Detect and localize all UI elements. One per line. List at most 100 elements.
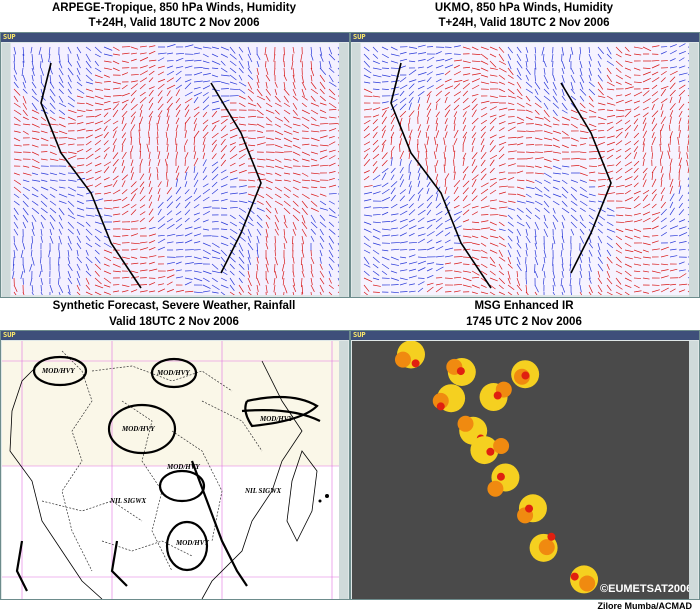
wind-barb [579, 207, 586, 212]
wind-barb [453, 256, 463, 258]
wind-barb [328, 88, 336, 96]
wind-barb [283, 81, 286, 90]
wind-barb [146, 143, 150, 153]
wind-barb [417, 110, 420, 118]
wind-barb [337, 109, 339, 111]
wind-barb [40, 116, 47, 122]
wind-barb [76, 46, 82, 54]
wind-barb [328, 214, 337, 218]
wind-barb [507, 256, 512, 265]
wind-barb [453, 270, 462, 273]
wind-barb [274, 95, 281, 103]
wind-barb [525, 242, 528, 251]
wind-barb [67, 102, 75, 108]
wind-barb [283, 291, 285, 295]
wind-barb [328, 53, 336, 61]
wind-barb [31, 102, 38, 111]
wind-barb [408, 117, 411, 125]
wind-barb [417, 166, 421, 174]
wind-barb [85, 228, 93, 236]
wind-barb [193, 166, 196, 174]
wind-barb [579, 214, 584, 222]
wind-barb [31, 151, 40, 156]
wind-barb [489, 139, 494, 146]
wind-barb [390, 80, 400, 83]
wind-barb [381, 101, 389, 104]
wind-barb [238, 270, 245, 277]
wind-barb [489, 291, 496, 295]
wind-barb [220, 153, 226, 160]
wind-barb [112, 198, 122, 202]
wind-barb [301, 235, 305, 245]
wind-barb [606, 148, 615, 153]
wind-barb [238, 277, 243, 284]
wind-barb [103, 74, 110, 78]
wind-barb [381, 270, 388, 276]
wind-barb [238, 88, 246, 94]
wind-barb [175, 89, 180, 97]
wind-barb [633, 46, 643, 49]
wind-barb [310, 263, 313, 272]
wind-barb [274, 207, 278, 214]
wind-barb [148, 208, 154, 216]
wind-barb [435, 65, 444, 69]
wind-humidity-map[interactable] [361, 43, 689, 295]
wind-barb [211, 284, 220, 291]
wind-barb [220, 60, 226, 66]
synthetic-forecast-map[interactable]: MOD/HVY MOD/HVY MOD/HVY MOD/HVY MOD/HVY … [2, 341, 339, 599]
wind-barb [570, 221, 577, 229]
wind-barb [49, 158, 59, 161]
wind-barb [85, 263, 90, 271]
wind-barb [651, 77, 660, 83]
wind-barb [85, 88, 94, 92]
wind-barb [328, 116, 337, 119]
wind-barb [489, 277, 498, 282]
wind-barb [480, 159, 486, 167]
wind-barb [94, 198, 104, 202]
wind-barb [687, 124, 689, 132]
wind-barb [103, 125, 108, 132]
enhanced-ir-image[interactable]: ©EUMETSAT2006 [352, 341, 689, 599]
wind-barb [274, 186, 283, 192]
wind-barb [525, 214, 532, 220]
wind-barb [426, 94, 431, 104]
wind-barb [687, 73, 689, 76]
wind-barb [49, 81, 55, 89]
wind-barb [103, 140, 109, 146]
wind-barb [121, 116, 125, 125]
wind-barb [301, 88, 305, 97]
wind-barb [229, 228, 238, 234]
wind-barb [67, 88, 72, 95]
wind-barb [202, 111, 208, 118]
wind-barb [363, 141, 371, 146]
wind-barb [220, 284, 229, 289]
wind-barb [274, 144, 283, 149]
wind-barb [588, 263, 592, 272]
wind-barb [426, 194, 433, 202]
wind-barb [238, 53, 243, 61]
wind-barb [40, 137, 49, 142]
wind-barb [130, 116, 136, 125]
wind-barb [588, 46, 591, 54]
left-toolbar [2, 43, 10, 297]
wind-barb [678, 57, 685, 62]
wind-barb [202, 85, 211, 90]
wind-barb [76, 88, 85, 94]
wind-barb [642, 90, 650, 97]
wind-barb [588, 200, 596, 203]
wind-barb [139, 204, 146, 209]
wind-barb [40, 263, 43, 272]
wind-barb [381, 143, 385, 153]
wind-humidity-map[interactable] [11, 43, 339, 295]
wind-barb [274, 193, 282, 199]
wind-barb [471, 179, 477, 188]
wind-barb [381, 60, 389, 64]
wind-barb [471, 117, 479, 125]
wind-barb [606, 109, 614, 111]
wind-barb [255, 270, 258, 279]
wind-barb [390, 132, 395, 139]
wind-barb [247, 53, 253, 63]
wind-barb [426, 268, 433, 272]
wind-barb [399, 143, 401, 153]
wind-barb [139, 186, 145, 195]
